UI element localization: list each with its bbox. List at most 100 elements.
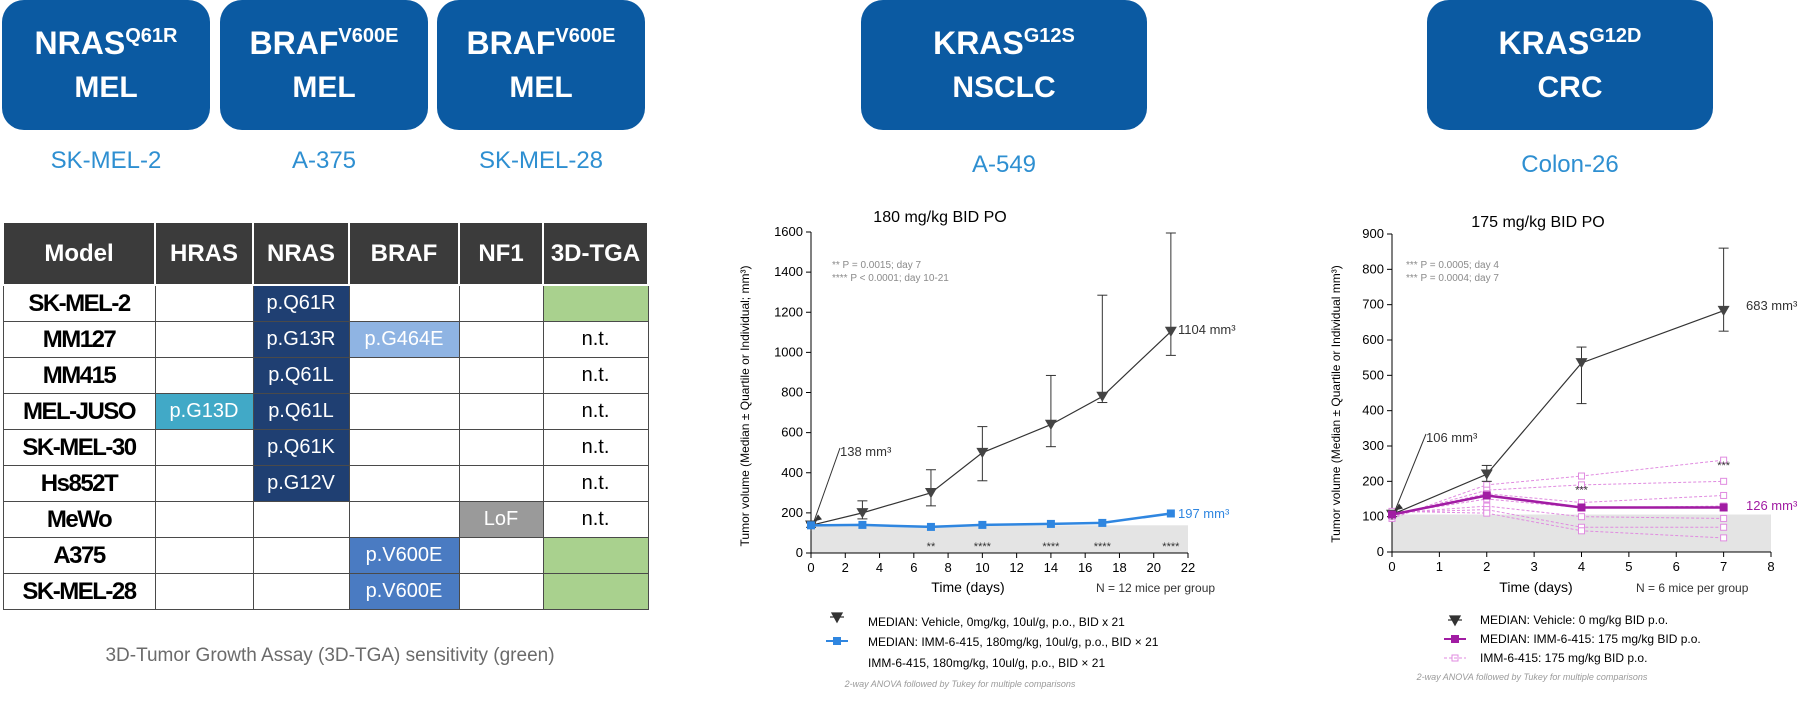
- nf1-cell: [458, 284, 544, 322]
- mutation-table: Model HRAS NRAS BRAF NF1 3D-TGA SK-MEL-2…: [2, 221, 649, 610]
- header-braf: BRAF: [348, 221, 460, 286]
- x-tick-label: 22: [1181, 560, 1195, 575]
- significance-label: ****: [1162, 541, 1180, 553]
- nf1-cell: [458, 465, 544, 502]
- nras-cell: p.G13R: [252, 321, 350, 358]
- model-cell: MeWo: [2, 501, 156, 538]
- braf-cell: [348, 393, 460, 430]
- significance-label: ***: [1575, 485, 1589, 497]
- tga-cell: n.t.: [542, 321, 649, 358]
- individual-point: [1720, 477, 1728, 485]
- nras-cell: [252, 537, 350, 574]
- badge-mutation: G12D: [1589, 24, 1642, 47]
- tga-cell-sensitive: [542, 284, 649, 322]
- x-tick-label: 3: [1531, 559, 1538, 574]
- individual-line: [1391, 510, 1724, 539]
- y-tick-label: 600: [1362, 332, 1384, 347]
- treat-end-label: 197 mm³: [1178, 506, 1230, 521]
- stat-line: ** P = 0.0015; day 7: [832, 260, 921, 271]
- table-row: SK-MEL-30 p.Q61K n.t.: [2, 429, 649, 466]
- y-tick-label: 200: [1362, 473, 1384, 488]
- legend-marker-vehicle: [1448, 615, 1462, 627]
- n-label: N = 12 mice per group: [1096, 581, 1215, 595]
- braf-cell: [348, 465, 460, 502]
- individual-point: [1720, 456, 1728, 464]
- treatment-point: [1577, 503, 1586, 512]
- hras-cell: [154, 501, 254, 538]
- nf1-cell: [458, 393, 544, 430]
- individual-point: [1720, 514, 1728, 522]
- chart-xlabel: Time (days): [1499, 579, 1572, 595]
- x-tick-label: 2: [1483, 559, 1490, 574]
- annotation-arrowhead: [814, 514, 822, 522]
- vehicle-point: [1044, 419, 1057, 430]
- y-tick-label: 800: [781, 385, 803, 400]
- vehicle-point: [1096, 391, 1109, 402]
- y-tick-label: 0: [796, 545, 803, 560]
- y-tick-label: 800: [1362, 261, 1384, 276]
- badge-braf-mel-1: BRAFV600E MEL: [220, 0, 428, 130]
- start-annotation: 138 mm³: [840, 444, 892, 459]
- chart-title: 175 mg/kg BID PO: [1471, 214, 1604, 231]
- badge-kras-crc: KRASG12D CRC: [1427, 0, 1713, 130]
- treatment-point: [1166, 509, 1175, 518]
- x-tick-label: 18: [1112, 560, 1126, 575]
- braf-cell: [348, 501, 460, 538]
- nras-cell: p.Q61R: [252, 284, 350, 322]
- x-tick-label: 20: [1146, 560, 1160, 575]
- legend-vehicle: MEDIAN: Vehicle: 0 mg/kg BID p.o.: [1480, 613, 1668, 627]
- y-tick-label: 600: [781, 425, 803, 440]
- badge-tumor: CRC: [1537, 70, 1603, 104]
- treatment-point: [858, 520, 867, 529]
- x-tick-label: 5: [1625, 559, 1632, 574]
- x-tick-label: 6: [1673, 559, 1680, 574]
- tga-cell: n.t.: [542, 429, 649, 466]
- chart-xlabel: Time (days): [931, 579, 1004, 595]
- y-tick-label: 100: [1362, 509, 1384, 524]
- significance-label: **: [927, 541, 936, 553]
- treatment-point: [1482, 491, 1491, 500]
- y-tick-label: 700: [1362, 297, 1384, 312]
- nf1-cell: LoF: [458, 501, 544, 538]
- significance-label: ***: [1717, 460, 1731, 472]
- table-row: MM415 p.Q61L n.t.: [2, 357, 649, 394]
- braf-cell: p.V600E: [348, 537, 460, 574]
- treatment-point: [978, 520, 987, 529]
- x-tick-label: 0: [807, 560, 814, 575]
- y-tick-label: 400: [781, 465, 803, 480]
- badge-mutation: V600E: [555, 24, 616, 47]
- stat-line: *** P = 0.0005; day 4: [1406, 260, 1499, 271]
- y-tick-label: 300: [1362, 438, 1384, 453]
- y-tick-label: 0: [1377, 544, 1384, 559]
- y-tick-label: 500: [1362, 367, 1384, 382]
- table-row: Hs852T p.G12V n.t.: [2, 465, 649, 502]
- model-cell: MM127: [2, 321, 156, 358]
- individual-point: [1720, 491, 1728, 499]
- hras-cell: [154, 284, 254, 322]
- y-tick-label: 900: [1362, 226, 1384, 241]
- vehicle-point: [1575, 358, 1588, 369]
- model-cell: MEL-JUSO: [2, 393, 156, 430]
- header-3dtga: 3D-TGA: [542, 221, 649, 286]
- treat-end-label: 126 mm³: [1746, 498, 1798, 513]
- nras-cell: [252, 573, 350, 610]
- individual-point: [1483, 509, 1491, 517]
- braf-cell: p.G464E: [348, 321, 460, 358]
- method-note: 2-way ANOVA followed by Tukey for multip…: [1416, 672, 1648, 682]
- table-row: SK-MEL-2 p.Q61R: [2, 284, 649, 322]
- y-tick-label: 1200: [774, 304, 803, 319]
- braf-cell: [348, 284, 460, 322]
- badge-mutation: V600E: [338, 24, 399, 47]
- x-tick-label: 4: [876, 560, 883, 575]
- braf-cell: [348, 429, 460, 466]
- model-cell: A375: [2, 537, 156, 574]
- badge-braf-mel-2: BRAFV600E MEL: [437, 0, 645, 130]
- stat-line: *** P = 0.0004; day 7: [1406, 273, 1499, 284]
- annotation-arrow: [813, 447, 841, 522]
- x-tick-label: 8: [1767, 559, 1774, 574]
- annotation-arrowhead: [1395, 503, 1403, 511]
- vehicle-point: [976, 447, 989, 459]
- tga-cell: n.t.: [542, 357, 649, 394]
- x-tick-label: 4: [1578, 559, 1585, 574]
- y-tick-label: 400: [1362, 403, 1384, 418]
